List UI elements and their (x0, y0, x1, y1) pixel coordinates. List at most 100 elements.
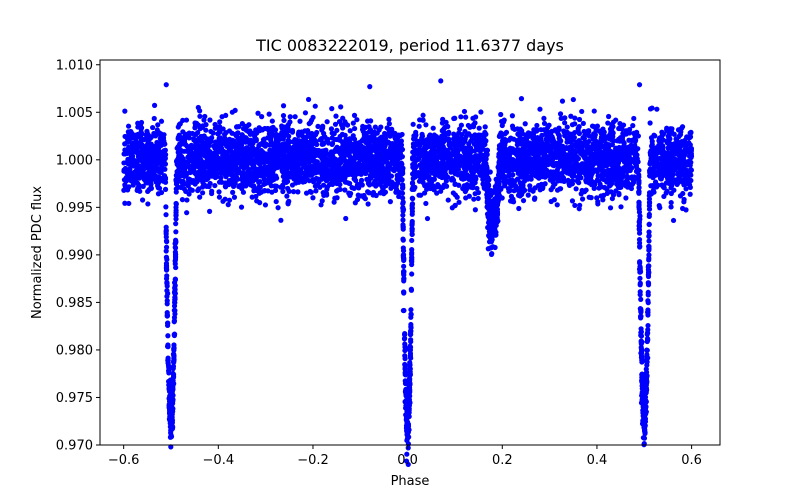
data-point (455, 141, 461, 147)
data-point (465, 145, 471, 151)
data-point (416, 178, 423, 184)
data-point (438, 188, 444, 194)
data-point (686, 182, 693, 188)
data-point (610, 192, 617, 198)
data-point (542, 181, 548, 187)
data-point (227, 154, 233, 160)
data-point (634, 152, 640, 158)
data-point (505, 164, 511, 170)
data-point (384, 125, 390, 131)
data-point (471, 141, 477, 147)
data-point (637, 213, 643, 219)
data-point (155, 122, 161, 128)
data-point (343, 215, 349, 222)
data-point (474, 185, 480, 192)
data-point (262, 202, 269, 208)
data-point (576, 124, 582, 130)
data-point (520, 146, 526, 152)
data-point (512, 183, 519, 189)
data-point (605, 113, 612, 120)
data-point (431, 163, 437, 169)
data-point (520, 197, 527, 204)
data-point (668, 204, 674, 210)
data-point (411, 186, 417, 192)
data-point (615, 137, 622, 144)
data-point (624, 168, 630, 174)
data-point (534, 128, 540, 134)
data-point (586, 174, 592, 180)
data-point (184, 210, 190, 216)
data-point (564, 124, 570, 130)
data-point (550, 180, 556, 186)
data-point (350, 133, 356, 139)
data-point (542, 174, 548, 180)
data-point (256, 184, 262, 190)
data-point (595, 173, 601, 179)
data-point (561, 178, 567, 185)
data-point (148, 171, 154, 178)
data-point (285, 122, 292, 128)
data-point (510, 167, 516, 173)
data-point (329, 130, 335, 136)
data-point (591, 124, 597, 130)
data-point (512, 126, 518, 132)
data-point (281, 117, 287, 123)
data-point (370, 189, 377, 196)
data-point (665, 150, 671, 156)
data-point (424, 215, 431, 222)
data-point (132, 169, 138, 176)
data-point (517, 126, 523, 132)
data-point (463, 114, 469, 120)
data-point (315, 163, 322, 169)
data-point (366, 177, 372, 184)
data-point (155, 191, 162, 197)
data-point (571, 164, 577, 170)
data-point (546, 122, 552, 128)
data-point (122, 108, 128, 114)
data-point (623, 128, 629, 134)
data-point (664, 159, 670, 165)
data-point (265, 127, 272, 133)
data-point (679, 124, 686, 130)
data-point (568, 131, 574, 137)
data-point (462, 128, 468, 135)
data-point (430, 183, 436, 189)
data-point (200, 180, 206, 186)
data-point (439, 165, 445, 171)
data-point (230, 189, 236, 195)
data-point (415, 151, 421, 157)
data-point (482, 129, 488, 136)
data-point (324, 137, 330, 143)
data-point (207, 150, 213, 156)
data-point (391, 168, 397, 174)
data-point (678, 151, 684, 157)
data-point (180, 156, 186, 162)
data-point (308, 117, 315, 123)
data-point (223, 141, 229, 147)
data-point (373, 143, 379, 149)
data-point (570, 149, 576, 155)
data-point (593, 138, 599, 144)
data-point (431, 152, 437, 158)
data-point (516, 205, 522, 212)
data-point (671, 166, 677, 173)
data-point (680, 166, 687, 172)
data-point (583, 167, 589, 173)
data-point (124, 135, 130, 141)
data-point (461, 108, 468, 115)
data-point (514, 176, 521, 182)
data-point (331, 199, 337, 205)
data-point (645, 322, 651, 329)
data-point (608, 129, 614, 135)
data-point (168, 444, 174, 450)
data-point (276, 163, 282, 169)
data-point (354, 143, 361, 149)
data-point (273, 183, 280, 189)
data-point (680, 161, 686, 167)
data-point (671, 187, 677, 193)
data-point (271, 132, 277, 138)
data-point (571, 173, 577, 179)
data-point (659, 129, 665, 135)
data-point (347, 192, 353, 199)
